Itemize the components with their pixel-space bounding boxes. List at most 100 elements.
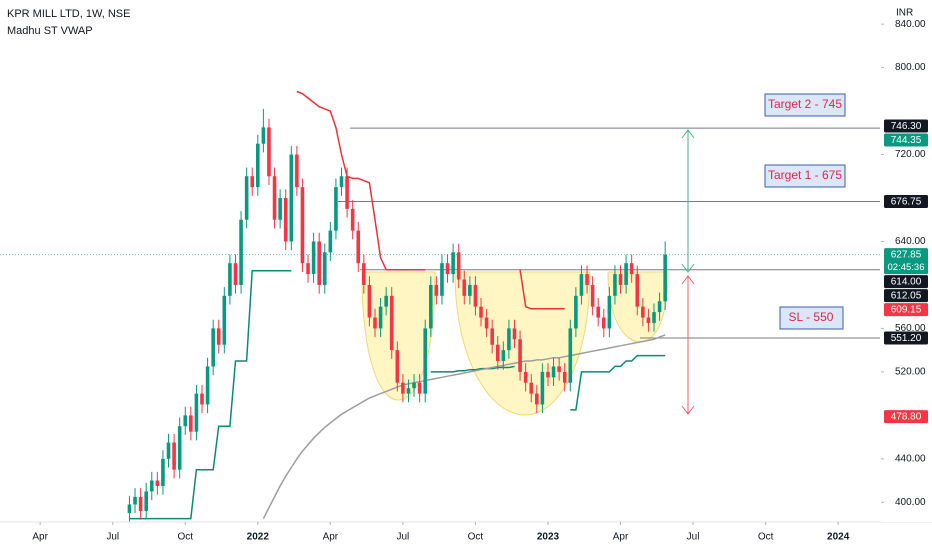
candle-body bbox=[663, 254, 667, 302]
candle-body bbox=[562, 371, 567, 383]
x-tick-label: Oct bbox=[758, 532, 774, 543]
y-tick-label: 520.00 bbox=[895, 367, 926, 378]
annotation-text: SL - 550 bbox=[789, 310, 834, 324]
price-badge-label: 478.80 bbox=[891, 412, 922, 423]
candle-body bbox=[601, 317, 606, 329]
candle-body bbox=[283, 198, 288, 242]
price-badge-label: 612.05 bbox=[891, 291, 922, 302]
x-tick-label: 2024 bbox=[827, 532, 850, 543]
annotation-text: Target 1 - 675 bbox=[768, 168, 842, 182]
candle-body bbox=[518, 339, 522, 372]
y-tick-label: 440.00 bbox=[895, 453, 926, 464]
candle-body bbox=[222, 295, 227, 345]
stop-arrow-head bbox=[681, 275, 695, 285]
x-tick-label: Apr bbox=[323, 532, 339, 543]
candle-body bbox=[590, 284, 595, 307]
candle-body bbox=[256, 143, 260, 188]
cup-middle bbox=[454, 271, 591, 416]
candle-body bbox=[244, 176, 249, 220]
candle-body bbox=[423, 328, 428, 394]
candle-body bbox=[127, 504, 132, 514]
axis-labels: 400.00 440.00 520.00 560.00 640.00 720.00 800.… bbox=[32, 19, 928, 543]
candle-body bbox=[194, 393, 199, 432]
candle-body bbox=[501, 350, 506, 362]
x-tick-label: Oct bbox=[468, 532, 484, 543]
candle-body bbox=[629, 263, 634, 275]
candle-body bbox=[334, 187, 338, 231]
candle-body bbox=[328, 230, 333, 253]
candle-body bbox=[579, 274, 584, 296]
candle-body bbox=[635, 274, 640, 307]
candle-body bbox=[624, 263, 628, 285]
candle-body bbox=[412, 382, 416, 389]
candle-body bbox=[350, 208, 355, 231]
candle-body bbox=[657, 301, 662, 313]
price-badge bbox=[884, 195, 928, 209]
candle-body bbox=[384, 295, 388, 307]
candle-body bbox=[345, 176, 349, 209]
indicator-line bbox=[262, 334, 666, 519]
y-tick-label: 400.00 bbox=[895, 497, 926, 508]
candle-body bbox=[613, 274, 617, 296]
candle-body bbox=[641, 306, 645, 318]
price-badge bbox=[884, 331, 928, 345]
annotation-box bbox=[764, 93, 846, 117]
candle-body bbox=[166, 442, 171, 459]
y-tick-label: 720.00 bbox=[895, 149, 926, 160]
price-badge bbox=[884, 275, 928, 289]
cup-highlights bbox=[361, 271, 669, 416]
candle-body bbox=[183, 415, 188, 427]
candle-body bbox=[161, 458, 165, 486]
candle-body bbox=[473, 284, 478, 307]
candle-body bbox=[177, 426, 182, 470]
price-badge bbox=[884, 303, 928, 317]
candle-body bbox=[155, 480, 160, 486]
candle-body bbox=[211, 328, 215, 367]
target-arrow-head bbox=[681, 129, 695, 139]
candle-body bbox=[295, 154, 299, 188]
candle-body bbox=[529, 382, 534, 394]
candle-body bbox=[172, 442, 176, 470]
candle-body bbox=[540, 371, 545, 405]
candle-body bbox=[445, 263, 450, 275]
candle-body bbox=[311, 241, 316, 275]
candle-body bbox=[356, 230, 361, 264]
candle-body bbox=[300, 187, 305, 264]
candle-body bbox=[250, 176, 255, 188]
x-tick-label: Jul bbox=[106, 532, 119, 543]
stop-arrow-tail bbox=[681, 405, 695, 415]
price-badge bbox=[884, 119, 928, 133]
candle-body bbox=[434, 284, 439, 296]
candle-body bbox=[272, 176, 277, 220]
candle-body bbox=[144, 491, 149, 511]
candle-body bbox=[138, 496, 143, 511]
candle-body bbox=[278, 198, 282, 220]
candle-body bbox=[261, 127, 266, 144]
candle-body bbox=[535, 393, 539, 405]
candle-body bbox=[373, 317, 377, 329]
date-axis bbox=[0, 522, 932, 550]
indicator-line bbox=[296, 90, 565, 310]
x-tick-label: 2023 bbox=[537, 532, 560, 543]
candle-body bbox=[406, 388, 411, 394]
candle-body bbox=[389, 295, 394, 351]
candle-body bbox=[401, 382, 405, 394]
candle-body bbox=[557, 366, 561, 372]
x-tick-label: Jul bbox=[396, 532, 409, 543]
annotation-box bbox=[764, 164, 846, 188]
candle-body bbox=[228, 263, 232, 296]
candle-body bbox=[495, 344, 500, 362]
candle-body bbox=[189, 415, 193, 432]
arrows bbox=[681, 129, 695, 415]
candle-body bbox=[205, 366, 210, 405]
price-badge-label: 614.00 bbox=[891, 277, 922, 288]
annotation-text: Target 2 - 745 bbox=[768, 97, 842, 111]
x-tick-label: Apr bbox=[613, 532, 629, 543]
candle-body bbox=[233, 263, 238, 285]
chart-title: KPR MILL LTD, 1W, NSE bbox=[7, 8, 130, 20]
candle-body bbox=[512, 328, 517, 340]
candle-body bbox=[484, 317, 489, 329]
price-badge-label: 551.20 bbox=[891, 333, 922, 344]
annotation-boxes: Target 2 - 745 Target 1 - 675 SL - 550 bbox=[764, 93, 846, 330]
